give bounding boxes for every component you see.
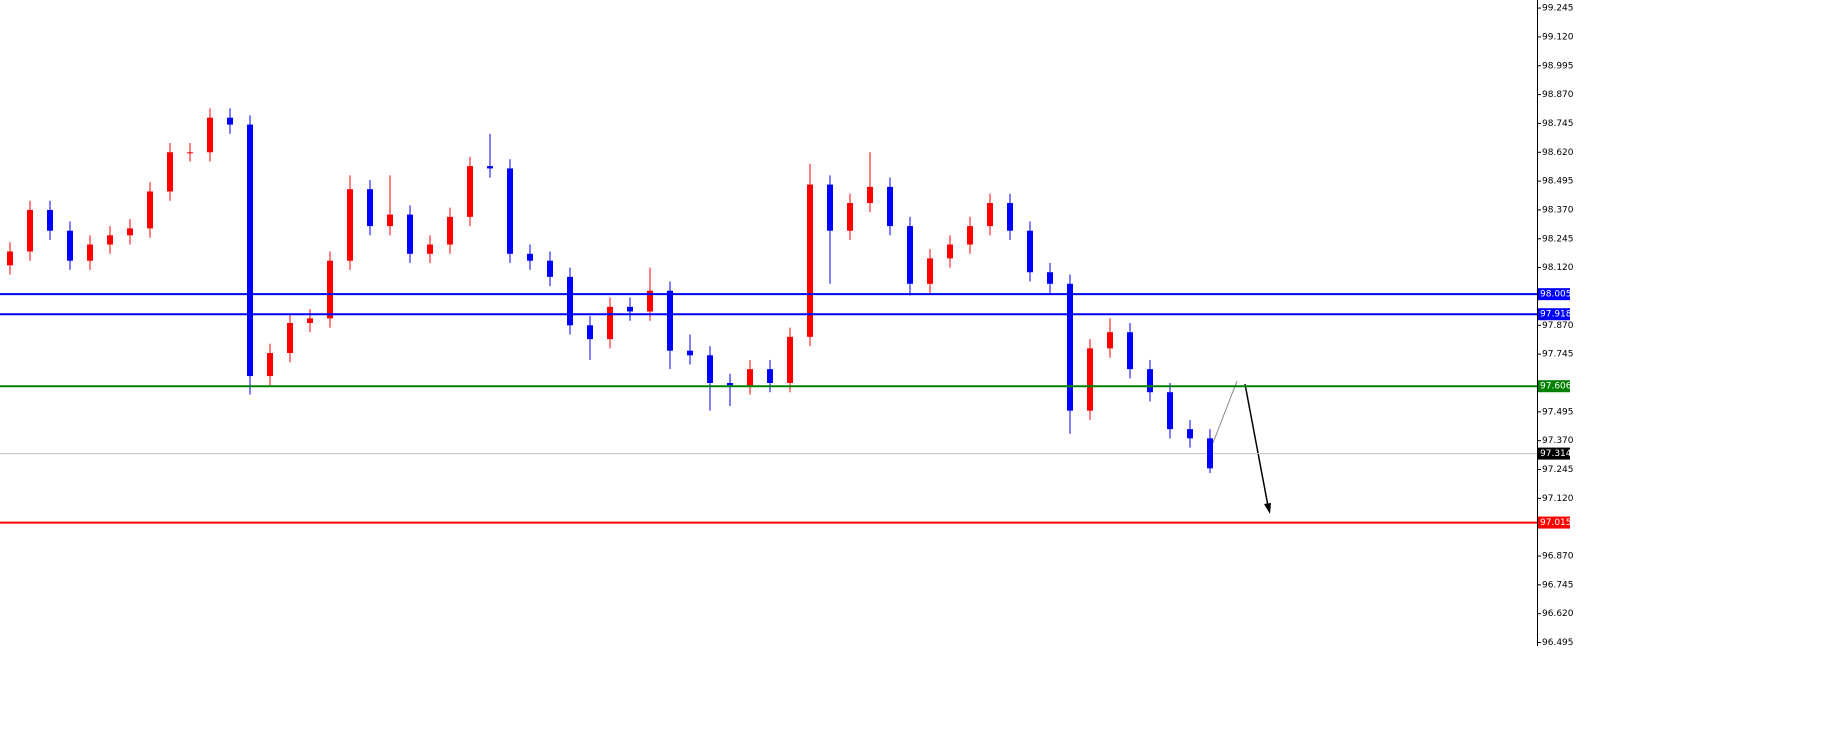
candle-body <box>247 124 253 377</box>
candle-body <box>187 152 193 154</box>
candle-body <box>67 230 73 261</box>
candle-body <box>667 290 673 351</box>
candle-body <box>947 244 953 259</box>
candle-body <box>367 189 373 227</box>
candle-body <box>1147 369 1153 393</box>
candle-body <box>987 203 993 227</box>
candle-body <box>687 350 693 356</box>
candle-body <box>767 369 773 383</box>
y-tick-label: 98.370 <box>1542 205 1574 215</box>
candle-body <box>847 203 853 231</box>
y-tick-label: 97.870 <box>1542 321 1574 331</box>
level-box <box>1538 308 1570 321</box>
candle-body <box>487 166 493 169</box>
level-label: 97.015 <box>1540 518 1572 528</box>
candle-body <box>1087 348 1093 411</box>
candle-body <box>787 336 793 383</box>
candle-body <box>627 306 633 312</box>
candle-body <box>267 352 273 377</box>
candle-body <box>307 318 313 323</box>
candle-body <box>1127 332 1133 370</box>
y-tick-label: 98.120 <box>1542 263 1574 273</box>
y-tick-label: 97.120 <box>1542 494 1574 504</box>
current-price-box <box>1538 447 1570 460</box>
candle-body <box>887 186 893 227</box>
candle-body <box>207 117 213 153</box>
candle-body <box>27 209 33 252</box>
candle-body <box>567 276 573 326</box>
y-tick-label: 96.620 <box>1542 609 1574 619</box>
candle-body <box>87 244 93 261</box>
candle-body <box>907 226 913 284</box>
candle-body <box>587 325 593 340</box>
candle-body <box>407 214 413 254</box>
y-tick-label: 96.745 <box>1542 580 1574 590</box>
candle-body <box>427 244 433 254</box>
candle-body <box>327 260 333 319</box>
y-tick-label: 98.995 <box>1542 61 1574 71</box>
candle-body <box>607 306 613 340</box>
candle-body <box>1187 429 1193 439</box>
y-tick-label: 99.245 <box>1542 4 1574 14</box>
level-label: 98.005 <box>1540 290 1572 300</box>
candle-body <box>807 184 813 337</box>
candle-body <box>1007 203 1013 231</box>
level-label: 97.606 <box>1540 382 1572 392</box>
candle-body <box>1067 283 1073 411</box>
candle-body <box>7 251 13 266</box>
arrow-head <box>1264 503 1271 514</box>
y-tick-label: 97.245 <box>1542 465 1574 475</box>
candle-body <box>647 290 653 312</box>
candle-body <box>967 226 973 245</box>
candle-body <box>747 369 753 386</box>
candle-body <box>507 168 513 254</box>
candle-body <box>147 191 153 229</box>
candle-body <box>167 152 173 192</box>
candle-body <box>1027 230 1033 273</box>
candle-body <box>347 189 353 261</box>
y-tick-label: 97.745 <box>1542 350 1574 360</box>
y-tick-label: 98.245 <box>1542 234 1574 244</box>
y-tick-label: 98.870 <box>1542 90 1574 100</box>
projection-down <box>1244 383 1269 507</box>
candle-body <box>1047 272 1053 284</box>
candle-body <box>47 209 53 231</box>
candle-body <box>727 382 733 386</box>
level-label: 97.918 <box>1540 310 1572 320</box>
candle-body <box>527 253 533 261</box>
y-tick-label: 99.120 <box>1542 32 1574 42</box>
candle-body <box>107 235 113 245</box>
candle-body <box>387 214 393 227</box>
candle-body <box>1167 392 1173 430</box>
candle-body <box>447 216 453 245</box>
candle-body <box>827 184 833 231</box>
candle-body <box>867 186 873 204</box>
candle-body <box>707 355 713 383</box>
y-tick-label: 96.870 <box>1542 552 1574 562</box>
candle-body <box>927 258 933 284</box>
candle-body <box>467 166 473 217</box>
candle-body <box>547 260 553 277</box>
projection-up <box>1212 380 1238 444</box>
y-tick-label: 96.495 <box>1542 638 1574 648</box>
current-price-label: 97.314 <box>1540 449 1572 459</box>
level-box <box>1538 380 1570 393</box>
candle-body <box>287 323 293 353</box>
y-tick-label: 98.620 <box>1542 148 1574 158</box>
candle-body <box>227 117 233 125</box>
candle-body <box>1207 438 1213 469</box>
y-tick-label: 97.495 <box>1542 407 1574 417</box>
candle-body <box>1107 332 1113 349</box>
level-box <box>1538 516 1570 529</box>
candle-body <box>127 228 133 236</box>
y-tick-label: 97.370 <box>1542 436 1574 446</box>
y-tick-label: 98.495 <box>1542 177 1574 187</box>
level-box <box>1538 288 1570 301</box>
y-tick-label: 98.745 <box>1542 119 1574 129</box>
